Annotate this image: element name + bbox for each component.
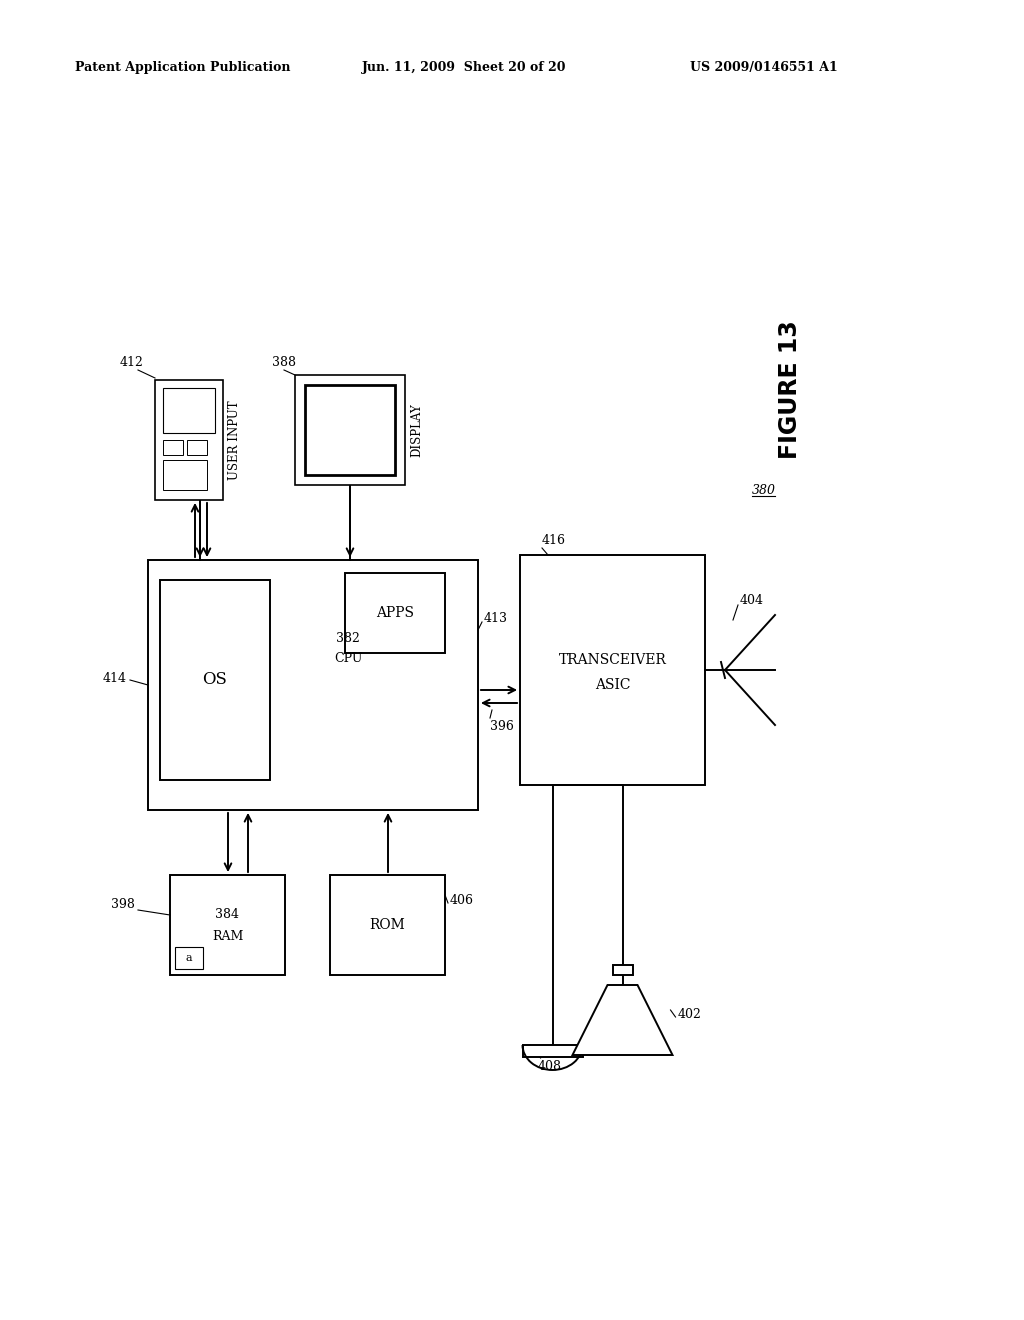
Text: FIGURE 13: FIGURE 13	[778, 321, 802, 459]
Bar	[163, 459, 207, 490]
Bar	[175, 946, 203, 969]
Text: 388: 388	[272, 355, 296, 368]
Bar	[520, 554, 705, 785]
Text: 416: 416	[542, 533, 566, 546]
Bar	[330, 875, 445, 975]
Polygon shape	[572, 985, 673, 1055]
Text: CPU: CPU	[334, 652, 362, 664]
Text: ROM: ROM	[370, 917, 406, 932]
Bar	[163, 440, 183, 455]
Text: 414: 414	[103, 672, 127, 685]
Text: Jun. 11, 2009  Sheet 20 of 20: Jun. 11, 2009 Sheet 20 of 20	[362, 62, 566, 74]
Text: 396: 396	[490, 719, 514, 733]
Text: 412: 412	[120, 355, 144, 368]
Text: OS: OS	[203, 672, 227, 689]
Text: 380: 380	[752, 483, 776, 496]
Text: 398: 398	[112, 899, 135, 912]
Bar	[148, 560, 478, 810]
Bar	[160, 579, 270, 780]
Text: 384: 384	[215, 908, 240, 921]
Bar	[155, 380, 223, 500]
Bar	[305, 385, 395, 475]
Bar	[163, 388, 215, 433]
Text: APPS: APPS	[376, 606, 414, 620]
Bar	[295, 375, 406, 484]
Text: 408: 408	[538, 1060, 561, 1073]
Text: US 2009/0146551 A1: US 2009/0146551 A1	[690, 62, 838, 74]
Text: a: a	[185, 953, 193, 964]
Text: DISPLAY: DISPLAY	[410, 403, 423, 457]
Text: RAM: RAM	[212, 931, 243, 944]
Text: 406: 406	[450, 894, 474, 907]
Text: 402: 402	[678, 1008, 701, 1022]
Text: ASIC: ASIC	[595, 678, 630, 692]
Text: USER INPUT: USER INPUT	[228, 400, 241, 479]
Text: 382: 382	[336, 631, 360, 644]
Text: 404: 404	[740, 594, 764, 606]
Bar	[522, 1045, 583, 1057]
Bar	[170, 875, 285, 975]
Text: Patent Application Publication: Patent Application Publication	[75, 62, 291, 74]
Bar	[345, 573, 445, 653]
Bar	[612, 965, 633, 975]
Bar	[187, 440, 207, 455]
Text: TRANSCEIVER: TRANSCEIVER	[558, 653, 667, 667]
Text: 413: 413	[484, 611, 508, 624]
